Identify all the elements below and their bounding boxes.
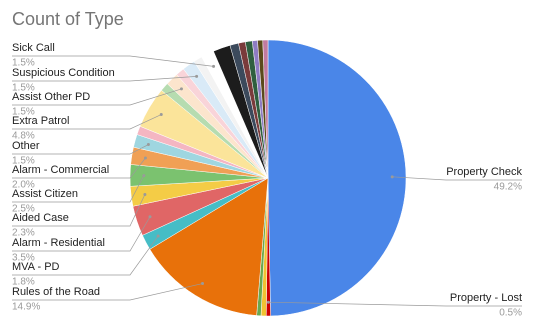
- slice-label: Extra Patrol: [12, 115, 69, 127]
- leader-line: [12, 88, 182, 106]
- slice-label: Assist Other PD: [12, 91, 90, 103]
- slice-value-label: 3.5%: [12, 253, 35, 264]
- leader-line: [12, 55, 214, 67]
- slice-label: Rules of the Road: [12, 286, 100, 298]
- leader-line: [12, 175, 145, 203]
- leader-line: [12, 114, 162, 130]
- slice-value-label: 14.9%: [12, 302, 40, 313]
- slice-value-label: 1.5%: [12, 58, 35, 69]
- slice-label: Sick Call: [12, 42, 55, 54]
- slice-value-label: 1.8%: [12, 277, 35, 288]
- slice-label: MVA - PD: [12, 261, 60, 273]
- leader-line: [12, 157, 146, 179]
- slice-value-label: 1.5%: [12, 107, 35, 118]
- leader-line: [392, 176, 522, 181]
- slice-value-label: 2.5%: [12, 204, 35, 215]
- slice-value-label: 0.5%: [499, 308, 522, 319]
- slice-value-label: 1.5%: [12, 156, 35, 167]
- leader-dot: [146, 143, 150, 147]
- slice-value-label: 49.2%: [494, 182, 522, 193]
- leader-dot: [179, 87, 183, 91]
- leader-dot: [195, 74, 199, 78]
- slice-value-label: 2.3%: [12, 228, 35, 239]
- slice-label: Other: [12, 140, 40, 152]
- slice-label: Property - Lost: [450, 292, 522, 304]
- leader-dot: [212, 64, 216, 68]
- leader-line: [12, 194, 146, 227]
- slice-label: Aided Case: [12, 212, 69, 224]
- slice-label: Alarm - Residential: [12, 237, 105, 249]
- leader-dot: [390, 175, 394, 179]
- leader-line: [12, 144, 149, 155]
- slice-label: Alarm - Commercial: [12, 164, 109, 176]
- leader-dot: [143, 193, 147, 197]
- pie-slice: [149, 177, 269, 316]
- leader-dot: [156, 234, 160, 238]
- leader-dot: [143, 156, 147, 160]
- leader-dot: [159, 113, 163, 117]
- leader-dot: [266, 300, 270, 304]
- pie-slice: [262, 39, 269, 179]
- leader-line: [268, 301, 522, 307]
- leader-dot: [201, 282, 205, 286]
- slice-value-label: 4.8%: [12, 131, 35, 142]
- slice-label: Suspicious Condition: [12, 67, 115, 79]
- pie-slice: [267, 39, 407, 317]
- leader-dot: [142, 174, 146, 178]
- leader-line: [12, 283, 203, 301]
- slice-label: Property Check: [446, 166, 522, 178]
- leader-line: [12, 216, 151, 252]
- chart-title: Count of Type: [12, 9, 124, 29]
- slice-value-label: 1.5%: [12, 83, 35, 94]
- leader-line: [12, 235, 159, 276]
- leader-dot: [148, 215, 152, 219]
- slice-value-label: 2.0%: [12, 180, 35, 191]
- slice-label: Assist Citizen: [12, 188, 78, 200]
- leader-line: [12, 76, 197, 82]
